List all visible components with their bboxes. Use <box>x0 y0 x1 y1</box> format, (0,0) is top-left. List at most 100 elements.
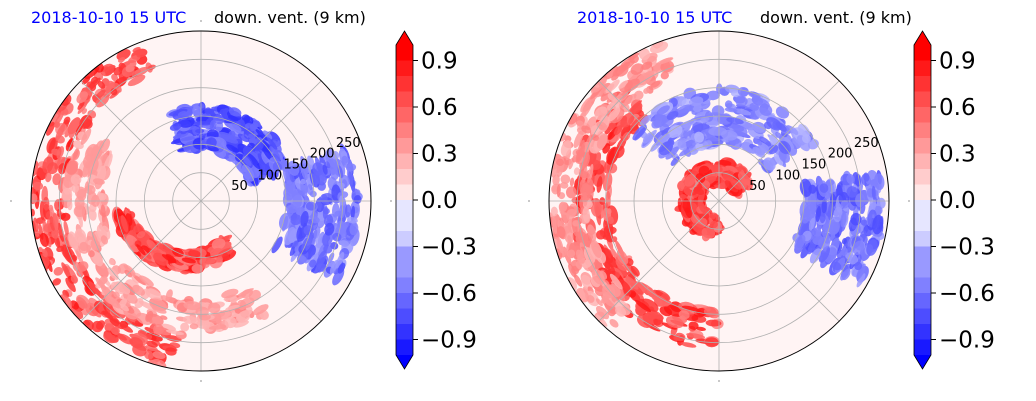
field-blob <box>833 206 843 223</box>
left-panel-title-variable: down. vent. (9 km) <box>214 8 366 27</box>
field-blob <box>720 129 738 141</box>
field-blob <box>192 105 202 117</box>
field-blob <box>132 344 147 357</box>
field-blob <box>693 187 705 195</box>
field-blob <box>98 193 105 201</box>
colorbar-tick-label: 0.6 <box>421 95 458 121</box>
field-blob <box>840 211 847 228</box>
field-blob <box>48 204 54 212</box>
field-blob <box>670 156 680 166</box>
colorbar-segment <box>914 293 931 309</box>
field-blob <box>161 254 177 264</box>
field-blob <box>77 261 89 272</box>
field-blob <box>852 240 865 256</box>
field-blob <box>183 301 202 311</box>
field-blob <box>735 95 748 107</box>
colorbar-segment <box>396 45 413 61</box>
field-blob <box>208 324 227 330</box>
field-blob <box>42 248 48 258</box>
field-blob <box>855 193 866 208</box>
field-blob <box>724 180 739 193</box>
field-blob <box>737 172 751 186</box>
field-blob <box>120 215 129 233</box>
field-blob <box>145 333 153 340</box>
field-blob <box>125 64 135 73</box>
field-blob <box>322 164 328 175</box>
colorbar-segment <box>914 215 931 232</box>
field-blob <box>825 179 835 187</box>
radial-tick-label: 150 <box>284 158 309 173</box>
field-blob <box>563 225 574 245</box>
field-blob <box>266 137 278 150</box>
field-blob <box>592 152 602 170</box>
field-blob <box>180 135 199 141</box>
field-blob <box>590 239 602 258</box>
colorbar-tick-label: 0.3 <box>421 142 458 168</box>
field-blob <box>856 273 866 288</box>
field-blob <box>552 215 558 235</box>
colorbar-segment <box>396 60 413 77</box>
field-blob <box>752 146 766 158</box>
field-blob <box>603 247 613 264</box>
colorbar-segment <box>396 200 413 216</box>
field-blob <box>160 295 170 302</box>
field-blob <box>700 116 710 122</box>
field-blob <box>346 217 358 224</box>
axis-marker <box>200 380 202 382</box>
radial-tick-label: 50 <box>749 179 766 194</box>
field-blob <box>118 298 128 309</box>
radial-tick-label: 250 <box>336 136 361 151</box>
field-blob <box>33 217 39 233</box>
field-blob <box>573 274 583 287</box>
field-blob <box>651 115 667 129</box>
colorbar-tick-label: −0.3 <box>939 235 995 261</box>
field-blob <box>242 156 252 167</box>
field-blob <box>620 112 635 128</box>
field-blob <box>172 248 184 257</box>
colorbar-segment <box>914 200 931 216</box>
field-blob <box>696 326 706 331</box>
field-blob <box>51 148 61 156</box>
field-blob <box>784 137 795 149</box>
field-blob <box>113 291 120 298</box>
field-blob <box>630 265 640 276</box>
field-blob <box>636 72 653 86</box>
field-blob <box>702 140 713 148</box>
field-blob <box>53 266 64 276</box>
field-blob <box>614 145 625 159</box>
data-field <box>549 37 886 348</box>
radial-tick-label: 250 <box>854 136 879 151</box>
field-blob <box>349 222 359 236</box>
field-blob <box>81 309 88 316</box>
field-blob <box>306 184 314 196</box>
radial-tick-label: 200 <box>828 147 853 162</box>
field-blob <box>92 178 105 185</box>
field-blob <box>341 155 349 164</box>
field-blob <box>663 304 683 317</box>
field-blob <box>801 134 811 144</box>
field-blob <box>65 160 79 175</box>
colorbar-segment <box>914 308 931 325</box>
colorbar-segment <box>396 324 413 340</box>
field-blob <box>872 214 884 235</box>
field-blob <box>77 102 88 114</box>
field-blob <box>684 173 696 187</box>
field-blob <box>575 149 587 157</box>
field-blob <box>695 173 706 184</box>
field-blob <box>794 234 806 251</box>
colorbar-segment <box>914 262 931 278</box>
field-blob <box>662 133 670 141</box>
axis-marker <box>908 200 910 202</box>
field-blob <box>586 116 597 131</box>
field-blob <box>88 304 102 318</box>
colorbar-segment <box>914 76 931 92</box>
field-blob <box>333 273 340 282</box>
field-blob <box>775 131 783 139</box>
field-blob <box>287 160 300 176</box>
field-blob <box>307 155 315 168</box>
colorbar-tick-label: −0.9 <box>421 328 477 354</box>
field-blob <box>295 207 305 216</box>
field-blob <box>88 250 95 258</box>
field-blob <box>152 306 167 314</box>
field-blob <box>659 57 674 64</box>
